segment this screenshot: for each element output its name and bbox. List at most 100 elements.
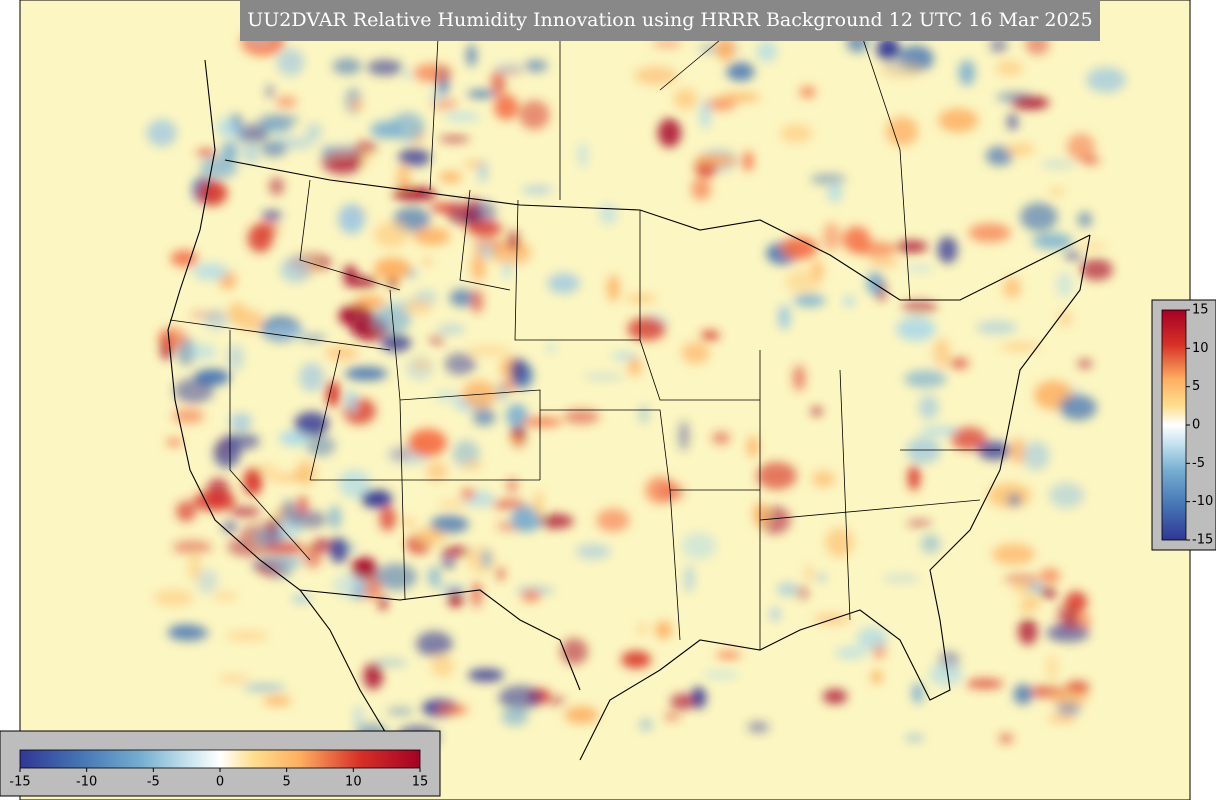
humidity-blob [196,568,218,594]
humidity-blob [338,469,371,499]
humidity-blob [949,358,969,369]
humidity-blob [373,257,411,280]
humidity-blob [238,123,269,144]
humidity-blob [999,733,1013,744]
colorbar-tick-label: 0 [1192,418,1200,433]
humidity-blob [243,467,263,496]
humidity-blob [353,705,364,731]
humidity-blob [213,592,238,600]
humidity-blob [226,344,245,372]
humidity-blob [254,529,287,545]
border-mexico [299,589,581,691]
humidity-blob [437,500,470,508]
humidity-blob [333,573,369,599]
humidity-blob [968,223,1011,243]
humidity-blob [816,574,827,581]
humidity-blob [428,566,441,588]
humidity-blob [886,116,919,146]
humidity-blob [758,506,791,534]
humidity-blob [702,671,739,679]
humidity-blob [670,693,696,710]
humidity-blob [305,435,336,457]
humidity-blob [1023,595,1040,612]
humidity-blob [1064,250,1082,261]
humidity-blob [439,171,462,183]
title: UU2DVAR Relative Humidity Innovation usi… [247,9,1092,31]
humidity-blob [625,294,658,303]
humidity-blob [882,575,920,583]
colorbar-tick-label: 5 [1192,379,1200,394]
humidity-blob [170,250,198,267]
humidity-blob [467,346,511,356]
humidity-blob [503,261,512,279]
humidity-blob [912,682,924,704]
humidity-blob [795,585,809,600]
humidity-blob [299,334,327,342]
humidity-blob [255,220,279,237]
humidity-blob [522,417,563,427]
humidity-blob [188,553,202,582]
colorbar [19,749,421,769]
humidity-blob [470,289,484,314]
humidity-blob [726,62,755,82]
humidity-blob [1046,654,1058,682]
humidity-blob [242,143,260,164]
humidity-blob [938,108,979,133]
humidity-blob [869,256,899,269]
humidity-blob [509,436,523,446]
humidity-blob [1078,243,1108,250]
humidity-blob [684,564,694,593]
humidity-blob [599,203,618,225]
humidity-blob [440,546,471,557]
humidity-blob [197,180,228,206]
humidity-blob [299,362,325,392]
humidity-blob [712,431,730,445]
humidity-blob [1049,482,1085,508]
humidity-blob [294,411,329,436]
humidity-blob [172,408,205,424]
humidity-blob [329,537,349,564]
humidity-blob [425,461,448,482]
humidity-blob [691,177,711,201]
humidity-blob [548,696,566,706]
humidity-blob [1057,603,1069,631]
humidity-blob [842,226,871,253]
humidity-blob [449,289,475,307]
humidity-blob [792,364,806,391]
humidity-blob [578,142,588,168]
humidity-blob [276,48,305,76]
humidity-blob [263,695,292,706]
humidity-blob [466,90,496,98]
humidity-blob [380,334,412,352]
humidity-blob [325,380,341,407]
humidity-blob [361,490,393,508]
humidity-blob [174,378,214,404]
humidity-blob [905,735,924,742]
humidity-blob [827,183,843,203]
humidity-blob [546,342,556,353]
humidity-blob [1003,277,1022,299]
humidity-blob [958,59,976,86]
humidity-blob [491,499,527,510]
humidity-blob [822,222,841,252]
humidity-blob [213,438,241,468]
humidity-blob [269,177,284,196]
humidity-blob [422,258,433,266]
humidity-blob [338,203,365,234]
humidity-blob [353,140,378,154]
humidity-blob [627,317,666,341]
humidity-blob [416,631,453,657]
humidity-blob [1049,688,1089,707]
humidity-blob [1059,394,1097,421]
humidity-blob [950,427,987,451]
humidity-blob [547,273,580,294]
humidity-blob [933,338,951,368]
humidity-blob [1007,494,1022,506]
humidity-blob [506,230,520,252]
humidity-blob [652,40,682,48]
humidity-blob [1049,188,1065,196]
humidity-blob [716,36,735,62]
humidity-blob [412,358,432,371]
humidity-blob [834,646,867,660]
